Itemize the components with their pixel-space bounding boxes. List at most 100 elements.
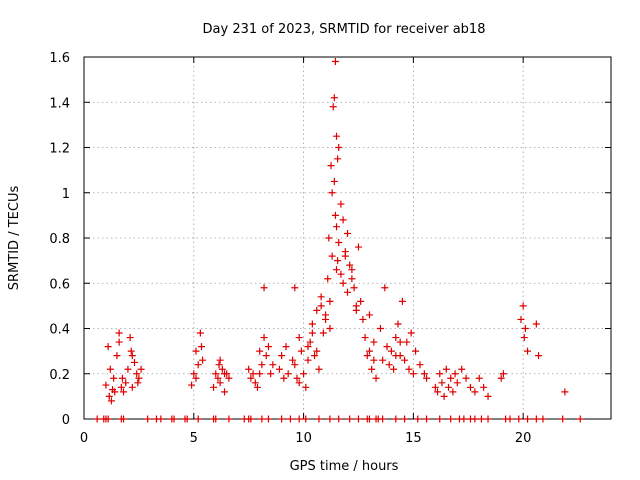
data-point [286,415,294,423]
data-point [157,415,165,423]
data-point [561,388,569,396]
plot-frame [83,56,612,420]
data-point [188,381,196,389]
data-point [361,334,369,342]
data-point [128,352,136,360]
data-point [210,383,218,391]
data-point [365,415,373,423]
data-point [245,365,253,373]
data-point [313,306,321,314]
y-tick-label: 1.2 [49,142,70,157]
data-point [370,338,378,346]
y-tick-label: 1 [62,187,70,202]
data-point [253,383,261,391]
chart-title: Day 231 of 2023, SRMTID for receiver ab1… [203,22,486,37]
data-points [93,58,584,423]
data-point [475,374,483,382]
data-point [401,356,409,364]
data-point [328,252,336,260]
data-point [392,352,400,360]
data-point [401,415,409,423]
data-point [93,415,101,423]
data-point [365,311,373,319]
x-tick-label: 0 [80,431,88,446]
data-point [110,374,118,382]
y-tick-label: 0.2 [49,368,70,383]
data-point [407,329,415,337]
data-point [333,266,341,274]
data-point [346,415,354,423]
data-point [221,388,229,396]
data-point [212,370,220,378]
data-point [392,415,400,423]
data-point [466,383,474,391]
data-point [192,374,200,382]
data-point [330,177,338,185]
data-point [499,370,507,378]
data-point [539,415,547,423]
data-point [216,379,224,387]
data-point [194,361,202,369]
data-point [337,270,345,278]
data-point [442,365,450,373]
data-point [144,415,152,423]
x-tick-label: 10 [295,431,312,446]
data-point [423,415,431,423]
x-axis-label: GPS time / hours [290,459,399,474]
data-point [348,275,356,283]
data-point [275,365,283,373]
data-point [436,370,444,378]
data-point [267,370,275,378]
x-tick-label: 15 [405,431,422,446]
data-point [249,370,257,378]
data-point [445,383,453,391]
data-point [304,343,312,351]
data-point [521,325,529,332]
y-tick-label: 0.4 [49,323,70,338]
data-point [392,334,400,342]
data-point [315,365,323,373]
data-point [414,415,422,423]
data-point [396,338,404,346]
data-point [128,383,136,391]
data-point [291,284,299,292]
data-point [225,415,233,423]
data-point [113,352,121,360]
data-point [471,415,479,423]
data-point [215,361,223,369]
data-point [269,361,277,369]
y-tick-label: 1.4 [49,96,70,111]
data-point [295,379,303,387]
data-point [216,356,224,364]
data-point [333,132,341,140]
data-point [106,365,114,373]
data-point [405,365,413,373]
data-point [247,374,255,382]
data-point [308,320,316,328]
data-point [348,266,356,274]
data-point [517,315,525,323]
data-point [302,415,310,423]
data-point [311,352,319,360]
data-point [194,415,202,423]
data-point [308,329,316,337]
data-point [256,370,264,378]
data-point [434,388,442,396]
x-tick-label: 20 [515,431,532,446]
data-point [357,297,365,305]
data-point [515,415,523,423]
data-point [350,284,358,292]
data-point [289,356,297,364]
data-point [115,329,123,337]
data-point [107,397,115,405]
y-tick-label: 1.6 [49,51,70,66]
data-point [118,374,126,382]
data-point [317,302,325,310]
data-point [331,211,339,219]
data-point [295,334,303,342]
data-point [111,388,119,396]
data-point [471,388,479,396]
data-point [280,374,288,382]
data-point [319,329,327,337]
data-point [458,365,466,373]
